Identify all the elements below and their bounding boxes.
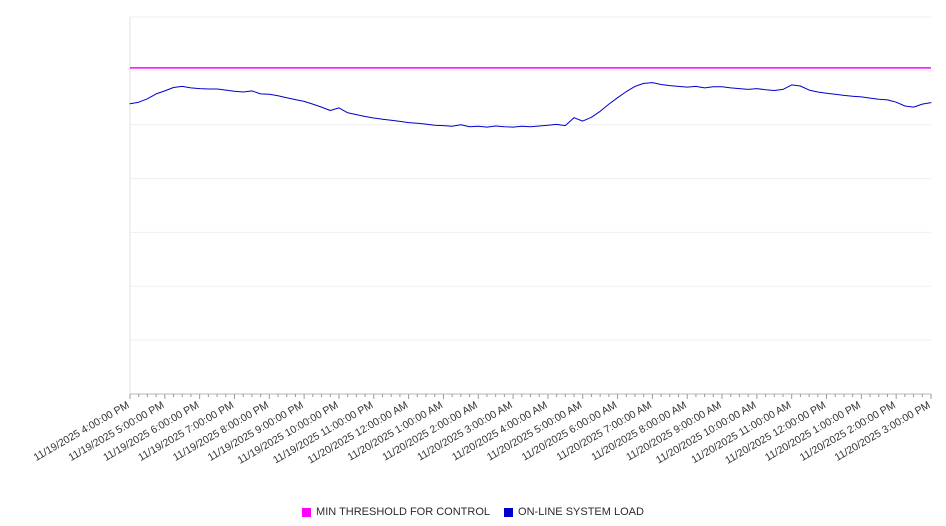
legend: MIN THRESHOLD FOR CONTROL ON-LINE SYSTEM…: [0, 506, 946, 518]
system-load-legend-label: ON-LINE SYSTEM LOAD: [518, 506, 644, 518]
system-load-legend-swatch: [504, 507, 514, 517]
threshold-legend-label: MIN THRESHOLD FOR CONTROL: [316, 506, 491, 518]
legend-item-threshold[interactable]: MIN THRESHOLD FOR CONTROL: [302, 506, 490, 518]
legend-item-system-load[interactable]: ON-LINE SYSTEM LOAD: [504, 506, 644, 518]
threshold-legend-swatch: [302, 507, 312, 517]
system-load-line: [129, 82, 932, 128]
system-load-chart: 11/19/2025 4:00:00 PM 11/19/2025 5:00:00 …: [32, 16, 933, 467]
